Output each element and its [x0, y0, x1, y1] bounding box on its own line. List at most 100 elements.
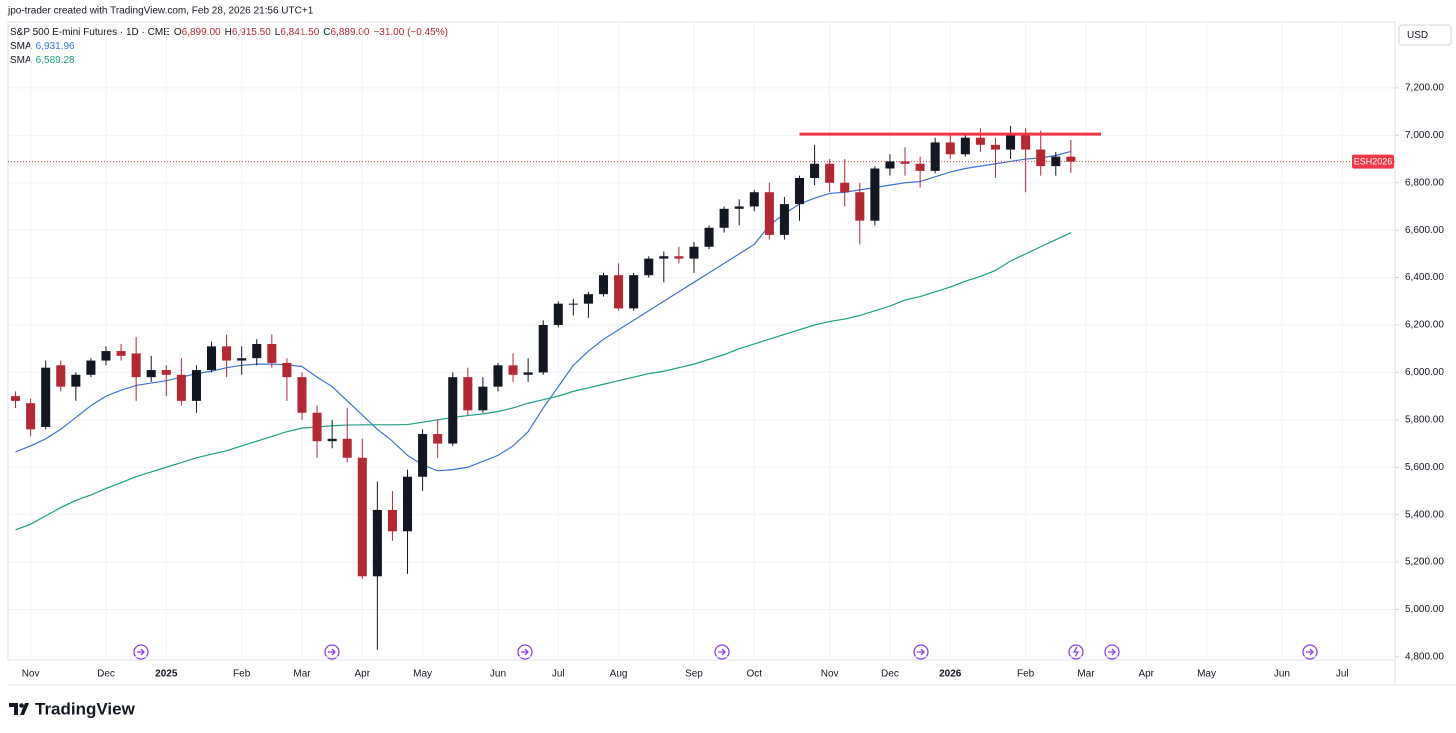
candle-body — [1006, 135, 1016, 150]
y-tick-label: 5,200.00 — [1405, 557, 1444, 568]
candle-body — [1021, 135, 1031, 150]
ohlc-key: H — [225, 27, 232, 38]
candle-body — [719, 208, 729, 228]
x-tick-label: Jun — [1274, 669, 1290, 680]
x-tick-label: Mar — [1077, 669, 1095, 680]
x-tick-label: Nov — [22, 669, 40, 680]
y-tick-label: 6,800.00 — [1405, 177, 1444, 188]
candle-body — [975, 137, 985, 145]
currency-box[interactable] — [1398, 24, 1452, 46]
candle-body — [945, 142, 955, 155]
candle-body — [222, 346, 232, 361]
candle-body — [1051, 156, 1061, 167]
brand-icon-dot — [19, 703, 24, 708]
y-tick-label: 5,400.00 — [1405, 509, 1444, 520]
candle-body — [900, 161, 910, 164]
candle-body — [930, 142, 940, 171]
x-tick-label: Jun — [490, 669, 506, 680]
event-icon[interactable] — [324, 644, 340, 660]
legend-title: S&P 500 E-mini Futures · 1D · CME — [10, 27, 170, 38]
x-tick-label: Feb — [233, 669, 251, 680]
plot — [8, 125, 1395, 650]
candle-body — [131, 353, 141, 378]
candle-body — [674, 256, 684, 259]
event-icon[interactable] — [913, 644, 929, 660]
candle-body — [523, 372, 533, 375]
ohlc-value: 6,899.00 — [182, 27, 221, 38]
candle-body — [387, 509, 397, 532]
x-tick-label: Apr — [1138, 669, 1154, 680]
change: −31.00 (−0.45%) — [373, 27, 448, 38]
legend-title-row: S&P 500 E-mini Futures · 1D · CME O6,899.… — [10, 27, 448, 38]
candle-body — [629, 275, 639, 309]
candle-body — [493, 365, 503, 387]
x-tick-label: Dec — [881, 669, 899, 680]
legend-name: SMA — [10, 55, 32, 66]
x-tick-label: Aug — [610, 669, 628, 680]
ohlc-value: 6,841.50 — [280, 27, 319, 38]
candle-body — [372, 509, 382, 577]
candle-body — [161, 370, 171, 375]
y-tick-label: 5,000.00 — [1405, 604, 1444, 615]
x-tick-label: Mar — [293, 669, 311, 680]
candle-body — [598, 275, 609, 295]
x-tick-label: May — [1197, 669, 1216, 680]
event-icon[interactable] — [517, 644, 533, 660]
event-icons — [133, 644, 1318, 660]
candle-body — [282, 362, 292, 378]
x-tick-label: Nov — [821, 669, 839, 680]
candle-body — [448, 377, 458, 444]
candle-body — [644, 258, 654, 276]
candle-body — [960, 137, 970, 155]
x-tick-label: May — [413, 669, 432, 680]
legend: S&P 500 E-mini Futures · 1D · CME O6,899.… — [10, 27, 448, 66]
legend-value: 6,931.96 — [36, 41, 75, 52]
event-icon[interactable] — [714, 644, 730, 660]
chart-header: jpo-trader created with TradingView.com,… — [7, 6, 314, 17]
ohlc-value: 6,889.00 — [331, 27, 370, 38]
event-icon[interactable] — [1302, 644, 1318, 660]
ohlc-key: L — [275, 27, 281, 38]
x-tick-label: Dec — [97, 669, 115, 680]
y-tick-label: 6,000.00 — [1405, 367, 1444, 378]
candle-body — [810, 163, 820, 179]
event-icon[interactable] — [1068, 644, 1084, 660]
y-tick-label: 5,600.00 — [1405, 462, 1444, 473]
legend-sma-row: SMA 6,931.96 — [10, 41, 75, 52]
candle-body — [840, 182, 850, 193]
candle-body — [508, 365, 518, 375]
candle-body — [312, 412, 322, 442]
x-tick-label: Sep — [685, 669, 703, 680]
x-tick-label: Jul — [1336, 669, 1349, 680]
candle-body — [779, 204, 789, 235]
brand-name: TradingView — [35, 699, 136, 718]
candle-body — [237, 358, 247, 361]
candle-body — [252, 343, 262, 359]
candle-body — [990, 144, 1001, 150]
x-tick-label: 2026 — [939, 669, 962, 680]
candle-body — [583, 294, 593, 304]
candle-body — [146, 370, 156, 378]
candle-body — [116, 351, 126, 356]
candle-body — [327, 438, 337, 442]
candle-body — [86, 360, 96, 375]
brand-logo: TradingView — [9, 699, 136, 718]
sma-line — [15, 232, 1072, 531]
x-tick-label: Jul — [552, 669, 565, 680]
candle-body — [11, 396, 21, 401]
candle-body — [734, 206, 744, 209]
legend-name: SMA — [10, 41, 32, 52]
y-tick-label: 6,200.00 — [1405, 320, 1444, 331]
candle-body — [659, 256, 669, 259]
candle-body — [433, 434, 443, 444]
event-icon[interactable] — [133, 644, 149, 660]
event-icon[interactable] — [1104, 644, 1120, 660]
candle-body — [915, 163, 925, 171]
legend-value: 6,589.28 — [36, 55, 75, 66]
candle-body — [568, 303, 578, 305]
x-tick-label: Feb — [1017, 669, 1035, 680]
candle-body — [56, 365, 66, 387]
candle-body — [689, 246, 699, 259]
